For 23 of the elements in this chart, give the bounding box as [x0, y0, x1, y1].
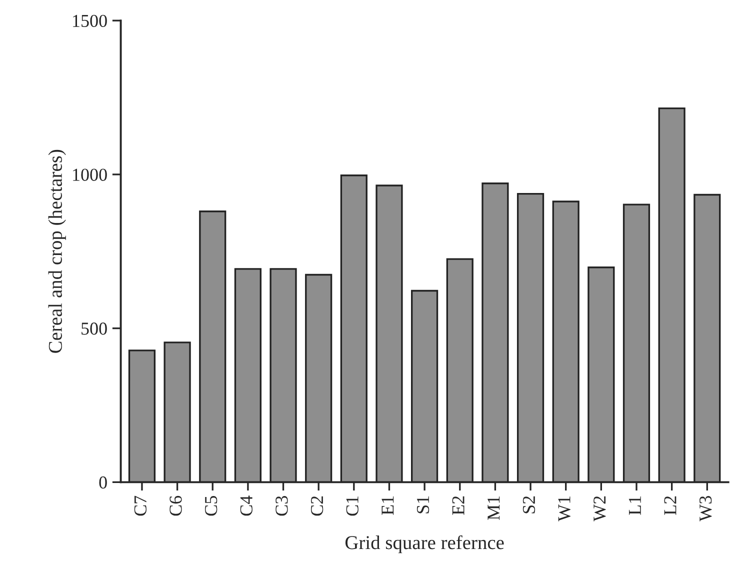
y-axis-title: Cereal and crop (hectares): [48, 150, 66, 353]
x-tick-label: W3: [700, 496, 712, 522]
x-tick-label: S2: [522, 496, 536, 514]
x-tick-label: C6: [170, 496, 182, 516]
x-tick-label: C5: [205, 496, 218, 516]
x-tick-label: C7: [134, 496, 146, 516]
x-tick-label: C3: [276, 496, 288, 516]
y-tick-label: 500: [82, 322, 107, 335]
y-tick-label: 0: [99, 476, 107, 489]
x-tick-label: C2: [310, 496, 324, 516]
x-tick-label: M1: [488, 496, 500, 520]
x-tick-label: S1: [416, 496, 430, 514]
x-tick-label: E1: [382, 496, 394, 515]
x-tick-label: C4: [240, 496, 252, 516]
y-tick-label: 1000: [73, 168, 107, 181]
x-tick-label: L1: [628, 496, 641, 515]
x-tick-label: W2: [594, 496, 606, 522]
x-tick-label: L2: [664, 496, 676, 515]
x-axis-title: Grid square refernce: [345, 535, 504, 554]
y-tick-label: 1500: [73, 14, 107, 28]
x-tick-label: C1: [346, 496, 358, 516]
x-tick-label: W1: [558, 496, 570, 522]
x-tick-label: E2: [452, 496, 464, 515]
